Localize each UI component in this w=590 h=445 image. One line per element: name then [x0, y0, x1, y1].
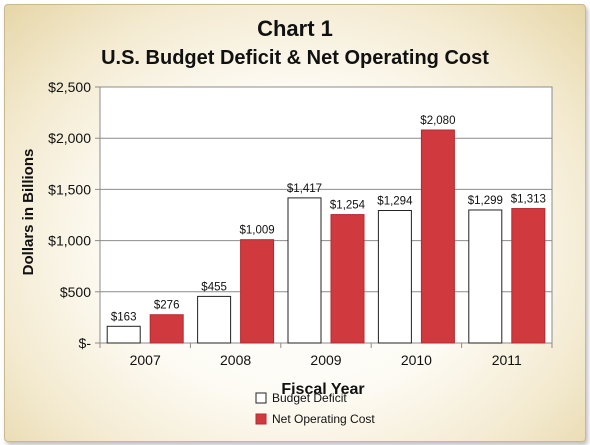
data-label: $1,009 [240, 225, 275, 237]
bar-net-operating-cost [420, 129, 455, 344]
bar-budget-deficit [197, 295, 232, 344]
y-tick-label: $1,500 [48, 181, 91, 197]
data-label: $1,313 [511, 194, 546, 206]
y-tick-label: $1,000 [48, 233, 91, 249]
bar-net-operating-cost [330, 214, 365, 344]
data-label: $455 [201, 281, 227, 293]
data-label: $163 [111, 311, 137, 323]
y-tick-label: $2,000 [48, 130, 91, 146]
x-tick-label: 2009 [310, 352, 341, 368]
y-tick-label: $- [79, 335, 92, 351]
bar-budget-deficit [468, 209, 503, 344]
legend-swatch-net-operating-cost [255, 413, 267, 425]
bar-budget-deficit [287, 197, 322, 344]
data-label: $1,294 [377, 195, 413, 207]
bar-budget-deficit [106, 325, 141, 344]
data-label: $2,080 [420, 115, 455, 127]
x-tick-label: 2008 [220, 352, 251, 368]
data-label: $1,299 [468, 195, 503, 207]
legend-label: Budget Deficit [272, 391, 347, 405]
x-axis-title: Fiscal Year [281, 381, 364, 398]
x-tick-label: 2010 [401, 352, 432, 368]
bar-budget-deficit [377, 209, 412, 344]
x-tick-label: 2011 [492, 352, 522, 368]
chart-title: Chart 1 [257, 16, 333, 41]
x-tick-label: 2007 [130, 352, 161, 368]
bar-net-operating-cost [511, 208, 546, 344]
legend-swatch-budget-deficit [255, 392, 267, 404]
y-axis-title: Dollars in Billions [20, 149, 37, 276]
bar-net-operating-cost [149, 314, 184, 344]
legend-label: Net Operating Cost [272, 412, 375, 426]
y-tick-label: $2,500 [48, 79, 91, 95]
y-tick-label: $500 [60, 284, 91, 300]
data-label: $276 [154, 300, 180, 312]
chart-subtitle: U.S. Budget Deficit & Net Operating Cost [101, 47, 489, 69]
data-label: $1,417 [287, 183, 322, 195]
bar-net-operating-cost [240, 239, 275, 344]
data-label: $1,254 [330, 200, 366, 212]
